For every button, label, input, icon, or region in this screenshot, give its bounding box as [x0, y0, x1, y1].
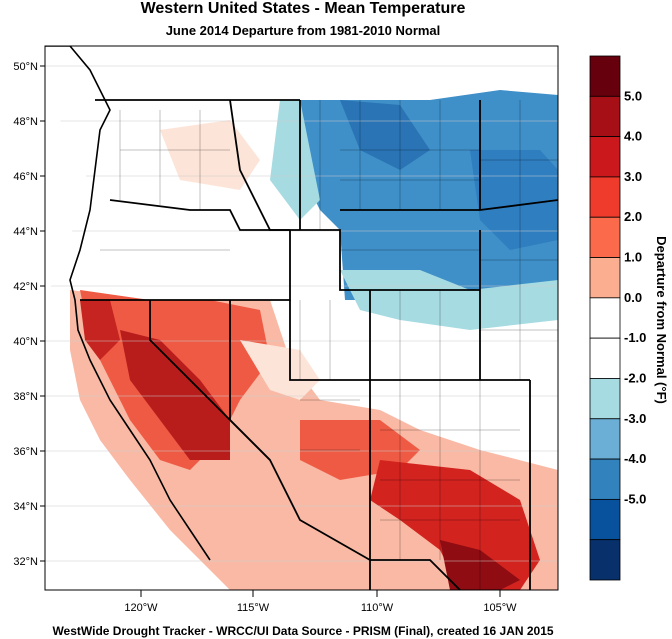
colorbar-tick-label: 5.0: [624, 88, 642, 103]
lat-label: 46°N: [13, 171, 38, 183]
ocean-overlay: [45, 46, 90, 290]
colorbar-tick-label: -2.0: [624, 370, 646, 385]
lat-label: 40°N: [13, 336, 38, 348]
colorbar-tick-label: 0.0: [624, 290, 642, 305]
colorbar-segment: [589, 539, 621, 581]
colorbar-segment: [589, 498, 621, 541]
lat-label: 32°N: [13, 556, 38, 568]
lat-label: 34°N: [13, 501, 38, 513]
colorbar-segment: [589, 95, 621, 138]
lat-ticks: [40, 65, 45, 562]
colorbar-segment: [589, 216, 621, 258]
map-content: [45, 46, 558, 590]
colorbar-segment: [589, 458, 621, 500]
mild-cool-region-south: [340, 270, 558, 330]
lat-label: 36°N: [13, 446, 38, 458]
colorbar-segment: [589, 297, 621, 339]
colorbar-segment: [589, 418, 621, 460]
map-frame: [44, 45, 559, 591]
colorbar: 5.0 4.0 3.0 2.0 1.0 0.0 -1.0 -2.0 -3.0 -4.0 -5.0: [589, 55, 646, 581]
colorbar-tick-label: 3.0: [624, 169, 642, 184]
lon-label: 110°W: [361, 602, 394, 614]
hot-region-sierra: [120, 330, 230, 460]
colorbar-tick-label: 4.0: [624, 129, 642, 144]
colorbar-segment: [589, 136, 621, 178]
footer-credit: WestWide Drought Tracker - WRCC/UI Data …: [52, 624, 554, 638]
lat-label: 44°N: [13, 226, 38, 238]
lat-label: 38°N: [13, 391, 38, 403]
lat-labels: 50°N 48°N 46°N 44°N 42°N 40°N 38°N 36°N …: [13, 61, 38, 568]
colorbar-tick-label: -3.0: [624, 411, 646, 426]
colorbar-tick-label: 2.0: [624, 209, 642, 224]
lon-label: 115°W: [237, 602, 270, 614]
lat-label: 42°N: [13, 281, 38, 293]
colorbar-segment: [589, 55, 621, 97]
colorbar-segment: [589, 176, 621, 218]
lat-label: 50°N: [13, 61, 38, 73]
graticule: [45, 65, 558, 562]
county-boundaries: [100, 100, 558, 590]
colorbar-tick-label: 1.0: [624, 250, 642, 265]
lon-label: 105°W: [483, 602, 517, 614]
lon-label: 120°W: [124, 602, 158, 614]
colorbar-tick-label: -1.0: [624, 330, 646, 345]
colorbar-segment: [589, 337, 621, 379]
map-title: Western United States - Mean Temperature: [140, 0, 466, 17]
lat-label: 48°N: [13, 116, 38, 128]
colorbar-title: Departure from Normal (°F): [654, 236, 669, 404]
state-boundaries: [80, 99, 558, 590]
cool-region-core: [340, 100, 430, 170]
hot-region-northern-california: [80, 300, 120, 360]
hot-region-new-mexico: [370, 460, 540, 590]
colorbar-tick-label: -5.0: [624, 491, 646, 506]
colorbar-tick-label: -4.0: [624, 451, 646, 466]
mild-cool-region-west: [270, 100, 320, 220]
colorbar-segment: [589, 257, 621, 299]
lon-ticks: [140, 590, 501, 597]
colorbar-segment: [589, 378, 621, 420]
cool-region-east: [470, 150, 558, 250]
map-subtitle: June 2014 Departure from 1981-2010 Norma…: [165, 23, 441, 38]
lon-labels: 120°W 115°W 110°W 105°W: [124, 602, 517, 614]
coastline: [45, 46, 211, 561]
